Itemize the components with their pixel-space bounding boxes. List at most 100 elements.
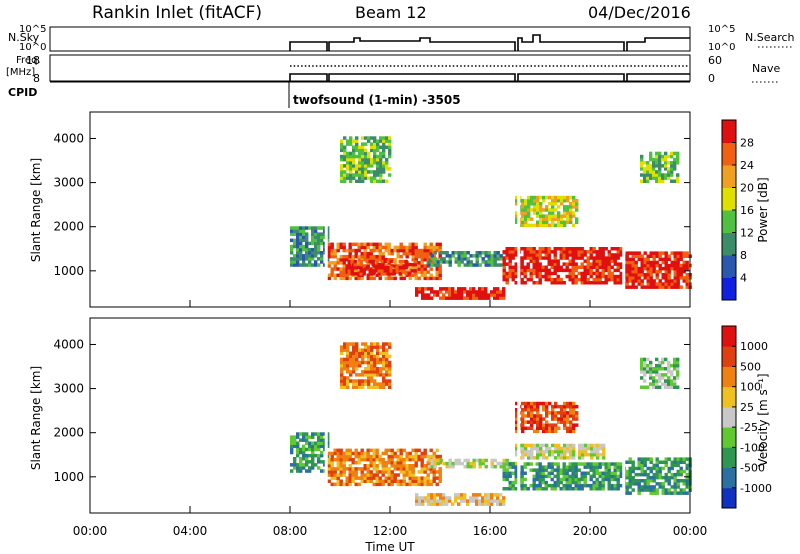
velocity-echo-cell: [607, 468, 611, 472]
velocity-echo-cell: [361, 373, 365, 377]
velocity-echo-cell: [352, 357, 356, 362]
power-echo-cell: [649, 164, 653, 168]
power-echo-cell: [571, 256, 575, 260]
velocity-echo-cell: [557, 411, 561, 415]
velocity-echo-cell: [384, 479, 388, 483]
power-echo-cell: [354, 248, 358, 253]
power-echo-cell: [339, 267, 343, 271]
velocity-echo-cell: [550, 487, 554, 491]
power-echo-cell: [521, 214, 525, 218]
power-echo-cell: [601, 271, 605, 276]
power-echo-cell: [649, 266, 653, 271]
power-echo-cell: [554, 223, 558, 228]
velocity-echo-cell: [625, 475, 629, 480]
velocity-echo-cell: [542, 423, 546, 427]
velocity-echo-cell: [369, 473, 373, 477]
velocity-y-tick-label: 3000: [53, 382, 84, 396]
power-echo-cell: [340, 139, 344, 143]
power-echo-cell: [640, 161, 644, 165]
power-echo-cell: [384, 276, 388, 281]
velocity-echo-cell: [336, 467, 340, 471]
power-echo-cell: [547, 253, 551, 257]
power-echo-cell: [619, 265, 623, 269]
velocity-echo-cell: [628, 469, 632, 474]
velocity-echo-cell: [664, 479, 668, 483]
velocity-echo-cell: [373, 382, 377, 386]
power-echo-cell: [290, 229, 294, 233]
power-echo-cell: [649, 170, 653, 174]
velocity-echo-cell: [616, 480, 620, 485]
velocity-echo-cell: [586, 471, 590, 475]
power-echo-cell: [370, 176, 374, 180]
velocity-echo-cell: [411, 479, 415, 483]
velocity-echo-cell: [625, 469, 629, 474]
velocity-echo-cell: [637, 488, 641, 492]
velocity-echo-cell: [515, 423, 519, 427]
x-tick-label: 20:00: [573, 524, 608, 538]
velocity-echo-cell: [393, 454, 397, 459]
velocity-echo-cell: [411, 470, 415, 474]
velocity-echo-cell: [418, 499, 422, 503]
velocity-echo-cell: [345, 467, 349, 471]
velocity-echo-cell: [426, 482, 430, 487]
power-echo-cell: [571, 277, 575, 282]
power-echo-cell: [667, 276, 671, 280]
power-echo-cell: [352, 145, 356, 149]
velocity-echo-cell: [550, 483, 554, 488]
power-echo-cell: [610, 271, 614, 276]
velocity-echo-cell: [363, 454, 367, 459]
velocity-echo-cell: [538, 483, 542, 488]
velocity-echo-cell: [563, 449, 567, 454]
velocity-echo-cell: [685, 466, 689, 471]
velocity-echo-cell: [679, 457, 683, 461]
velocity-echo-cell: [673, 360, 677, 365]
velocity-echo-cell: [505, 458, 509, 463]
power-echo-cell: [392, 272, 396, 276]
power-echo-cell: [634, 276, 638, 280]
power-echo-cell: [676, 269, 680, 274]
velocity-echo-cell: [685, 482, 689, 486]
power-echo-cell: [375, 248, 379, 253]
power-echo-cell: [448, 257, 452, 261]
power-echo-cell: [667, 269, 671, 274]
velocity-echo-cell: [613, 483, 617, 488]
power-echo-cell: [560, 223, 564, 228]
power-echo-cell: [389, 259, 393, 264]
velocity-echo-cell: [530, 420, 534, 424]
power-echo-cell: [317, 247, 321, 252]
power-echo-cell: [311, 251, 315, 255]
power-echo-cell: [364, 148, 368, 153]
power-echo-cell: [556, 259, 560, 263]
power-echo-cell: [357, 264, 361, 268]
power-echo-cell: [299, 241, 303, 246]
velocity-echo-cell: [563, 404, 567, 409]
power-echo-cell: [547, 256, 551, 260]
power-echo-cell: [568, 259, 572, 263]
power-echo-cell: [658, 254, 662, 258]
power-echo-cell: [364, 161, 368, 165]
velocity-echo-cell: [532, 483, 536, 488]
velocity-echo-cell: [375, 464, 379, 468]
velocity-echo-cell: [607, 487, 611, 491]
power-echo-cell: [484, 254, 488, 258]
velocity-echo-cell: [595, 471, 599, 475]
power-echo-cell: [351, 264, 355, 268]
power-echo-cell: [508, 259, 512, 263]
power-echo-cell: [484, 263, 488, 267]
velocity-echo-cell: [361, 357, 365, 362]
power-echo-cell: [384, 245, 388, 250]
velocity-echo-cell: [357, 451, 361, 456]
power-echo-cell: [390, 258, 394, 262]
velocity-echo-cell: [370, 363, 374, 368]
velocity-echo-cell: [523, 477, 527, 482]
velocity-echo-cell: [308, 435, 312, 439]
velocity-echo-cell: [569, 423, 573, 427]
power-echo-cell: [550, 277, 554, 282]
power-echo-cell: [548, 195, 552, 200]
power-echo-cell: [527, 214, 531, 218]
power-echo-cell: [302, 229, 306, 233]
power-echo-cell: [685, 251, 689, 255]
velocity-echo-cell: [311, 450, 315, 455]
power-echo-cell: [685, 254, 689, 258]
velocity-echo-cell: [514, 474, 518, 479]
